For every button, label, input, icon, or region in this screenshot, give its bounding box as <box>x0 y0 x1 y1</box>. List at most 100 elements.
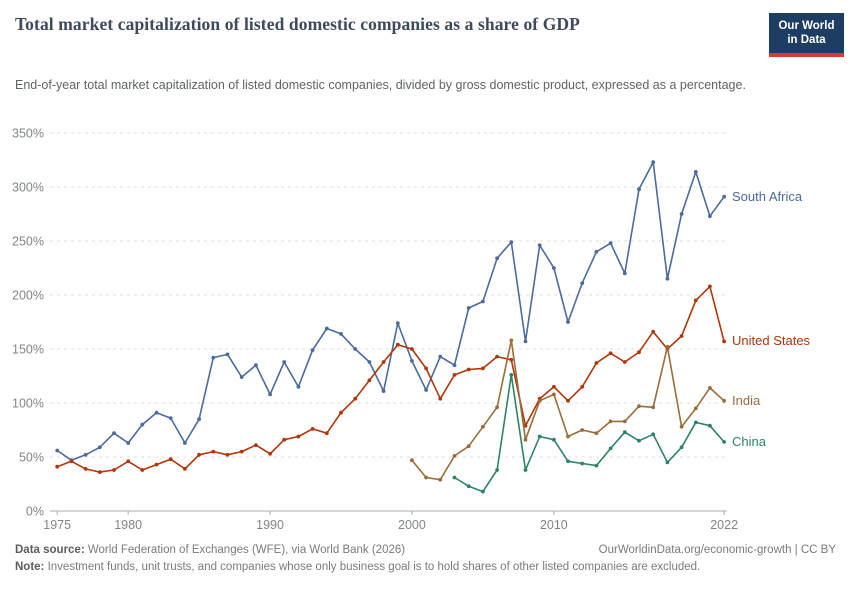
data-point-united-states <box>608 351 613 356</box>
data-point-united-states <box>594 361 599 365</box>
data-point-china <box>580 461 585 466</box>
data-point-united-states <box>353 396 358 401</box>
data-point-india <box>693 406 698 411</box>
data-point-united-states <box>552 384 556 389</box>
data-point-south-africa <box>438 354 443 359</box>
data-point-united-states <box>282 437 287 442</box>
data-point-united-states <box>55 464 60 469</box>
data-point-united-states <box>495 354 499 359</box>
data-point-united-states <box>126 459 131 464</box>
data-point-south-africa <box>481 299 485 304</box>
data-point-south-africa <box>637 187 641 192</box>
data-point-south-africa <box>509 240 514 245</box>
data-point-south-africa <box>55 448 60 453</box>
data-point-south-africa <box>367 360 372 364</box>
data-point-china <box>537 434 542 439</box>
data-point-south-africa <box>580 281 585 285</box>
data-point-china <box>665 460 670 465</box>
series-label-south-africa[interactable]: South Africa <box>732 188 803 204</box>
data-point-china <box>622 430 627 435</box>
data-point-united-states <box>211 449 216 454</box>
data-point-united-states <box>154 462 159 467</box>
data-point-china <box>679 445 684 450</box>
data-point-united-states <box>112 468 116 472</box>
data-point-united-states <box>708 284 712 289</box>
y-axis-label: 350% <box>12 127 44 141</box>
data-point-south-africa <box>353 347 358 351</box>
x-axis-label: 1975 <box>43 518 71 532</box>
x-axis-label: 1980 <box>114 518 142 532</box>
series-line-south-africa[interactable] <box>56 161 725 462</box>
chart-footer: Data source: World Federation of Exchang… <box>15 544 836 573</box>
series-label-china[interactable]: China <box>732 433 766 449</box>
data-point-south-africa <box>97 445 102 450</box>
data-point-united-states <box>679 334 684 338</box>
data-point-united-states <box>438 396 443 401</box>
data-source-label: Data source: <box>15 544 85 556</box>
data-point-united-states <box>580 384 585 389</box>
y-axis-label: 50% <box>19 451 44 465</box>
data-point-india <box>679 424 684 429</box>
data-point-south-africa <box>693 170 698 174</box>
data-point-india <box>608 419 613 424</box>
data-point-india <box>580 428 585 432</box>
data-point-south-africa <box>665 276 670 281</box>
data-point-china <box>509 373 514 377</box>
note-text: Note: Investment funds, unit trusts, and… <box>15 561 701 573</box>
series-line-china[interactable] <box>454 374 725 493</box>
series-line-india[interactable] <box>411 339 725 481</box>
data-point-united-states <box>622 360 627 364</box>
y-axis-label: 200% <box>12 289 44 303</box>
x-axis-label: 2000 <box>398 518 426 532</box>
data-point-india <box>566 434 570 439</box>
page-title: Total market capitalization of listed do… <box>15 14 580 34</box>
data-point-south-africa <box>154 410 159 415</box>
data-point-india <box>466 444 471 449</box>
data-point-south-africa <box>282 360 287 364</box>
y-axis-label: 300% <box>12 181 44 195</box>
note-label: Note: <box>15 561 45 573</box>
data-point-india <box>722 398 726 403</box>
data-point-united-states <box>197 452 202 457</box>
chart-subtitle: End-of-year total market capitalization … <box>15 78 746 92</box>
data-point-south-africa <box>722 194 726 199</box>
data-point-india <box>495 405 499 410</box>
series-label-united-states[interactable]: United States <box>732 333 811 349</box>
data-point-united-states <box>566 398 570 403</box>
data-point-united-states <box>637 350 641 355</box>
data-point-india <box>552 392 556 397</box>
data-point-south-africa <box>523 339 528 344</box>
data-point-south-africa <box>608 241 613 246</box>
data-point-south-africa <box>197 417 202 422</box>
data-point-united-states <box>424 366 428 371</box>
data-point-united-states <box>97 470 102 474</box>
y-axis-label: 0% <box>26 505 44 519</box>
attribution-link[interactable]: OurWorldinData.org/economic-growth | CC … <box>598 544 836 556</box>
data-point-india <box>708 386 712 390</box>
series-label-india[interactable]: India <box>732 392 761 408</box>
data-point-india <box>594 431 599 436</box>
series-line-united-states[interactable] <box>56 285 725 473</box>
data-point-united-states <box>296 434 301 439</box>
data-point-south-africa <box>552 266 556 270</box>
data-point-india <box>424 475 428 480</box>
data-point-south-africa <box>268 392 272 397</box>
data-point-south-africa <box>424 388 428 392</box>
data-point-india <box>410 458 414 463</box>
data-point-china <box>452 475 457 480</box>
data-point-south-africa <box>140 422 145 427</box>
data-point-china <box>651 432 656 437</box>
data-point-india <box>523 437 528 442</box>
data-point-united-states <box>367 378 372 383</box>
data-point-south-africa <box>239 375 244 379</box>
data-point-india <box>665 344 670 349</box>
data-point-united-states <box>140 468 145 472</box>
data-point-united-states <box>268 451 272 456</box>
x-axis-label: 2022 <box>710 518 738 532</box>
data-point-india <box>438 477 443 482</box>
data-point-united-states <box>693 298 698 303</box>
data-point-united-states <box>381 360 386 364</box>
data-point-south-africa <box>126 441 131 445</box>
